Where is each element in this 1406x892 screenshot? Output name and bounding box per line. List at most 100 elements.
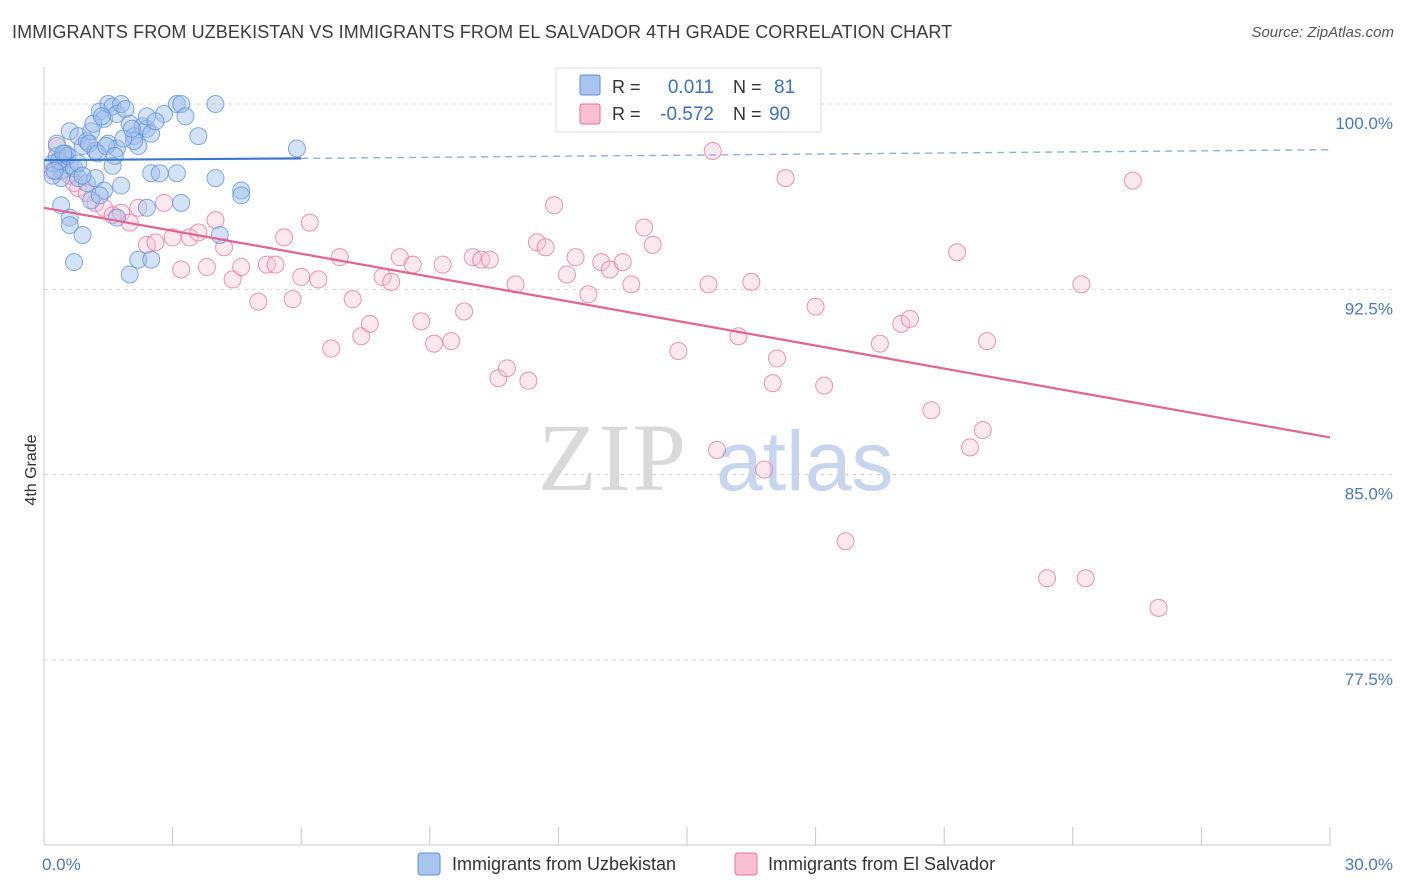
stats-n-value: 81 (774, 77, 795, 98)
el-salvador-point (613, 253, 632, 272)
uzbekistan-point (105, 146, 124, 165)
el-salvador-point (806, 297, 825, 316)
watermark: ZIP atlas (538, 404, 893, 511)
uzbekistan-point (176, 107, 195, 126)
legend-label-el-salvador: Immigrants from El Salvador (768, 854, 995, 874)
el-salvador-point (699, 275, 718, 294)
el-salvador-point (223, 270, 242, 289)
el-salvador-point (309, 270, 328, 289)
el-salvador-point (433, 255, 452, 274)
el-salvador-point (172, 260, 191, 279)
el-salvador-point (635, 218, 654, 237)
watermark-zip: ZIP (538, 404, 688, 511)
y-tick-label: 92.5% (1345, 299, 1393, 318)
el-salvador-point (892, 314, 911, 333)
uzbekistan-point (116, 99, 135, 118)
el-salvador-point (836, 532, 855, 551)
legend-swatch-uzbekistan (417, 852, 441, 876)
el-salvador-point (322, 339, 341, 358)
el-salvador-point (1038, 569, 1057, 588)
uzbekistan-point (54, 144, 73, 163)
el-salvador-point (1123, 171, 1142, 190)
axes (43, 67, 1331, 846)
el-salvador-point (755, 460, 774, 479)
x-tick-label: 0.0% (42, 855, 81, 874)
y-tick-label: 77.5% (1345, 670, 1393, 689)
uzbekistan-point (45, 161, 64, 180)
el-salvador-point (527, 233, 546, 252)
el-salvador-point (948, 243, 967, 262)
uzbekistan-point (60, 122, 79, 141)
el-salvador-point (283, 290, 302, 309)
el-salvador-point (249, 292, 268, 311)
el-salvador-point (870, 334, 889, 353)
el-salvador-point (300, 213, 319, 232)
stats-swatch-uzbekistan (579, 74, 601, 96)
el-salvador-point (703, 141, 722, 160)
uzbekistan-point (150, 164, 169, 183)
uzbekistan-point (232, 181, 251, 200)
el-salvador-point (480, 250, 499, 269)
tick-labels: 100.0% 92.5% 85.0% 77.5% 0.0% 30.0% (42, 114, 1393, 874)
stats-box: R = 0.011 N = 81 R = -0.572 N = 90 (555, 67, 822, 133)
el-salvador-point (900, 309, 919, 328)
uzbekistan-trend-line (43, 157, 302, 162)
uzbekistan-point (107, 104, 126, 123)
el-salvador-point (742, 272, 761, 291)
el-salvador-point (330, 248, 349, 267)
uzbekistan-point (206, 169, 225, 188)
el-salvador-point (442, 332, 461, 351)
uzbekistan-point (122, 119, 141, 138)
el-salvador-point (566, 248, 585, 267)
el-salvador-point (412, 312, 431, 331)
el-salvador-point (973, 421, 992, 440)
uzbekistan-point (107, 208, 126, 227)
legend-swatch-el-salvador (734, 852, 758, 876)
chart-title: IMMIGRANTS FROM UZBEKISTAN VS IMMIGRANTS… (12, 22, 953, 42)
el-salvador-point (1149, 598, 1168, 617)
el-salvador-point (292, 267, 311, 286)
legend: Immigrants from Uzbekistan Immigrants fr… (417, 852, 995, 876)
el-salvador-point (266, 255, 285, 274)
el-salvador-point (579, 285, 598, 304)
stats-r-label: R = (612, 104, 641, 124)
uzbekistan-point (232, 186, 251, 205)
el-salvador-point (197, 258, 216, 277)
el-salvador-point (497, 359, 516, 378)
x-tick-label: 30.0% (1345, 855, 1393, 874)
el-salvador-point (922, 401, 941, 420)
el-salvador-point (343, 290, 362, 309)
el-salvador-point (382, 272, 401, 291)
el-salvador-point (776, 169, 795, 188)
el-salvador-point (455, 302, 474, 321)
stats-n-value: 90 (769, 104, 790, 125)
el-salvador-point (146, 233, 165, 252)
el-salvador-point (643, 235, 662, 254)
stats-r-value: 0.011 (668, 77, 714, 98)
uzbekistan-point (167, 164, 186, 183)
el-salvador-point (708, 440, 727, 459)
y-axis-label: 4th Grade (23, 434, 40, 505)
uzbekistan-point (146, 112, 165, 131)
el-salvador-point (557, 265, 576, 284)
el-salvador-point (403, 255, 422, 274)
uzbekistan-point (206, 95, 225, 114)
uzbekistan-point (73, 225, 92, 244)
trend-lines (43, 149, 1331, 439)
stats-n-label: N = (733, 104, 762, 124)
el-salvador-point (232, 258, 251, 277)
uzbekistan-point (137, 198, 156, 217)
uzbekistan-point (287, 139, 306, 158)
watermark-atlas: atlas (716, 414, 893, 508)
el-salvador-point (275, 228, 294, 247)
el-salvador-point (189, 223, 208, 242)
y-tick-label: 85.0% (1345, 485, 1393, 504)
el-salvador-point (768, 349, 787, 368)
uzbekistan-trend-extension (301, 149, 1331, 160)
uzbekistan-point (120, 265, 139, 284)
uzbekistan-point (112, 176, 131, 195)
el-salvador-point (206, 211, 225, 230)
uzbekistan-point (90, 186, 109, 205)
el-salvador-trend-line (43, 206, 1331, 439)
